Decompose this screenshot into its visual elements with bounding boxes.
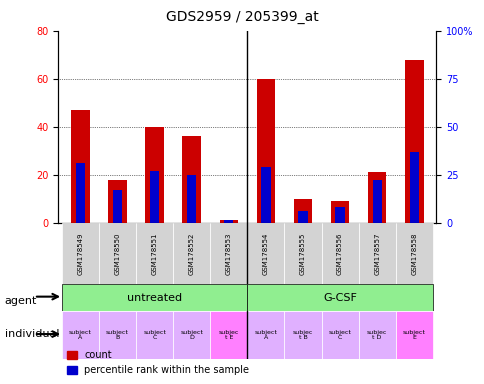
Text: GSM178554: GSM178554 [262, 232, 268, 275]
Bar [71, 110, 90, 223]
Bar [409, 152, 418, 223]
Text: subjec
t E: subjec t E [218, 329, 239, 341]
FancyBboxPatch shape [321, 311, 358, 359]
FancyBboxPatch shape [247, 284, 432, 311]
Bar [293, 199, 312, 223]
Text: individual: individual [5, 329, 59, 339]
Legend: count, percentile rank within the sample: count, percentile rank within the sample [63, 346, 253, 379]
FancyBboxPatch shape [62, 284, 247, 311]
Text: GDS2959 / 205399_at: GDS2959 / 205399_at [166, 10, 318, 23]
FancyBboxPatch shape [247, 311, 284, 359]
Text: GSM178552: GSM178552 [188, 232, 194, 275]
Text: GSM178553: GSM178553 [226, 232, 231, 275]
Bar [76, 163, 85, 223]
Bar [224, 220, 233, 223]
Text: GSM178549: GSM178549 [77, 232, 83, 275]
Text: subject
A: subject A [69, 329, 91, 341]
Text: GSM178551: GSM178551 [151, 232, 157, 275]
FancyBboxPatch shape [173, 223, 210, 284]
Text: untreated: untreated [127, 293, 182, 303]
FancyBboxPatch shape [136, 223, 173, 284]
Text: subject
E: subject E [402, 329, 425, 341]
FancyBboxPatch shape [173, 311, 210, 359]
Text: subject
A: subject A [254, 329, 277, 341]
FancyBboxPatch shape [99, 223, 136, 284]
Bar [256, 79, 274, 223]
FancyBboxPatch shape [358, 311, 395, 359]
Text: agent: agent [5, 296, 37, 306]
Text: GSM178556: GSM178556 [336, 232, 342, 275]
FancyBboxPatch shape [284, 311, 321, 359]
Text: GSM178557: GSM178557 [373, 232, 379, 275]
FancyBboxPatch shape [99, 311, 136, 359]
Bar [335, 207, 344, 223]
FancyBboxPatch shape [321, 223, 358, 284]
FancyBboxPatch shape [210, 223, 247, 284]
Text: subjec
t B: subjec t B [292, 329, 313, 341]
FancyBboxPatch shape [284, 223, 321, 284]
FancyBboxPatch shape [395, 311, 432, 359]
Text: subject
D: subject D [180, 329, 203, 341]
FancyBboxPatch shape [395, 223, 432, 284]
Bar [187, 175, 196, 223]
FancyBboxPatch shape [62, 223, 99, 284]
FancyBboxPatch shape [358, 223, 395, 284]
Text: GSM178550: GSM178550 [114, 232, 121, 275]
Bar [150, 171, 159, 223]
Bar [261, 167, 270, 223]
Bar [182, 136, 200, 223]
Text: subjec
t D: subjec t D [366, 329, 387, 341]
Text: GSM178558: GSM178558 [410, 232, 416, 275]
FancyBboxPatch shape [62, 311, 99, 359]
Text: GSM178555: GSM178555 [300, 232, 305, 275]
Bar [219, 220, 238, 223]
Text: subject
B: subject B [106, 329, 129, 341]
Bar [113, 190, 122, 223]
Bar [367, 172, 386, 223]
FancyBboxPatch shape [210, 311, 247, 359]
Text: subject
C: subject C [143, 329, 166, 341]
Bar [145, 127, 164, 223]
Text: G-CSF: G-CSF [322, 293, 356, 303]
FancyBboxPatch shape [247, 223, 284, 284]
Bar [330, 201, 348, 223]
Text: subject
C: subject C [328, 329, 351, 341]
Bar [298, 211, 307, 223]
FancyBboxPatch shape [136, 311, 173, 359]
Bar [372, 180, 381, 223]
Bar [108, 180, 126, 223]
Bar [404, 60, 423, 223]
